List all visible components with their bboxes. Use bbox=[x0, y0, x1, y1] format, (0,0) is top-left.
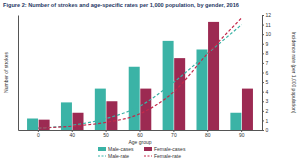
x-tick: 40 bbox=[69, 130, 75, 138]
x-tick: 0 bbox=[37, 130, 40, 138]
tick-label: 5 bbox=[266, 79, 269, 85]
y2-tick: 12 bbox=[262, 12, 271, 18]
tick-label: 3 bbox=[266, 98, 269, 104]
x-tick: 50 bbox=[103, 130, 109, 138]
tick-label: 6 bbox=[266, 70, 269, 76]
tick-label: 60 bbox=[137, 132, 143, 138]
y2-tick: 9 bbox=[262, 41, 269, 47]
bar bbox=[27, 119, 38, 131]
y2-axis-title: Incidence rate (per 1,000 population) bbox=[291, 32, 297, 114]
x-tick: 80 bbox=[205, 130, 211, 138]
tick-mark bbox=[262, 92, 264, 93]
tick-label: 11 bbox=[266, 22, 271, 28]
y2-tick: 6 bbox=[262, 70, 269, 76]
bar bbox=[140, 89, 151, 130]
y2-axis: 0123456789101112 bbox=[262, 12, 271, 133]
tick-mark bbox=[262, 73, 264, 74]
x-tick: 90 bbox=[239, 130, 245, 138]
tick-label: 80 bbox=[205, 132, 211, 138]
bar bbox=[208, 22, 219, 130]
y-axis-title: Number of strokes bbox=[3, 52, 9, 93]
tick-mark bbox=[262, 130, 264, 131]
line bbox=[38, 25, 241, 128]
y2-tick: 4 bbox=[262, 89, 269, 95]
axis-line bbox=[262, 16, 263, 131]
line bbox=[38, 18, 241, 128]
legend-swatch bbox=[98, 147, 106, 151]
x-tick: 70 bbox=[171, 130, 177, 138]
title: Figure 2: Number of strokes and age-spec… bbox=[3, 2, 239, 8]
tick-label: 40 bbox=[69, 132, 75, 138]
tick-mark bbox=[262, 101, 264, 102]
tick-label: 50 bbox=[103, 132, 109, 138]
tick-mark bbox=[262, 44, 264, 45]
tick-label: 1 bbox=[266, 118, 269, 124]
y2-tick: 3 bbox=[262, 98, 269, 104]
bar bbox=[73, 113, 84, 130]
legend-label: Female-rate bbox=[154, 153, 181, 159]
tick-mark bbox=[262, 120, 264, 121]
bar bbox=[163, 41, 174, 130]
tick-label: 90 bbox=[239, 132, 245, 138]
tick-label: 4 bbox=[266, 89, 269, 95]
bar bbox=[174, 58, 185, 130]
tick-label: 0 bbox=[37, 132, 40, 138]
tick-label: 2 bbox=[266, 108, 269, 114]
y2-tick: 0 bbox=[262, 127, 269, 133]
y2-tick: 8 bbox=[262, 50, 269, 56]
tick-label: 12 bbox=[266, 12, 272, 18]
y2-tick: 7 bbox=[262, 60, 269, 66]
legend-label: Male-cases bbox=[108, 146, 134, 152]
tick-mark bbox=[262, 82, 264, 83]
tick-label: 10 bbox=[266, 31, 272, 37]
tick-label: 8 bbox=[266, 50, 269, 56]
legend: Male-cases Female-cases Male-rate Female-ra… bbox=[98, 146, 186, 159]
tick-mark bbox=[262, 53, 264, 54]
y2-tick: 1 bbox=[262, 118, 269, 124]
tick-label: 0 bbox=[266, 127, 269, 133]
y2-tick: 2 bbox=[262, 108, 269, 114]
legend-swatch bbox=[144, 155, 152, 156]
bar bbox=[106, 101, 117, 130]
x-axis-title: Age group bbox=[128, 139, 151, 145]
bar bbox=[242, 89, 253, 130]
axis-line bbox=[19, 130, 263, 131]
tick-mark bbox=[262, 15, 264, 16]
y-axis bbox=[18, 16, 19, 131]
tick-label: 70 bbox=[171, 132, 177, 138]
tick-label: 9 bbox=[266, 41, 269, 47]
y2-tick: 11 bbox=[262, 22, 271, 28]
plot-marks bbox=[27, 18, 253, 130]
tick-mark bbox=[262, 25, 264, 26]
axis-line bbox=[18, 16, 19, 131]
legend-swatch bbox=[144, 147, 152, 151]
tick-mark bbox=[262, 34, 264, 35]
legend-swatch bbox=[98, 155, 106, 156]
y2-tick: 5 bbox=[262, 79, 269, 85]
bar bbox=[230, 113, 241, 130]
y2-tick: 10 bbox=[262, 31, 271, 37]
tick-mark bbox=[262, 111, 264, 112]
legend-label: Male-rate bbox=[108, 153, 129, 159]
x-axis: 0 40 50 60 70 80 90 bbox=[19, 130, 263, 138]
legend-label: Female-cases bbox=[154, 146, 186, 152]
tick-mark bbox=[262, 63, 264, 64]
tick-label: 7 bbox=[266, 60, 269, 66]
bar bbox=[129, 67, 140, 130]
chart: 04050607080900123456789101112Figure 2: N… bbox=[0, 0, 300, 161]
bar bbox=[196, 50, 207, 131]
x-tick: 60 bbox=[137, 130, 143, 138]
